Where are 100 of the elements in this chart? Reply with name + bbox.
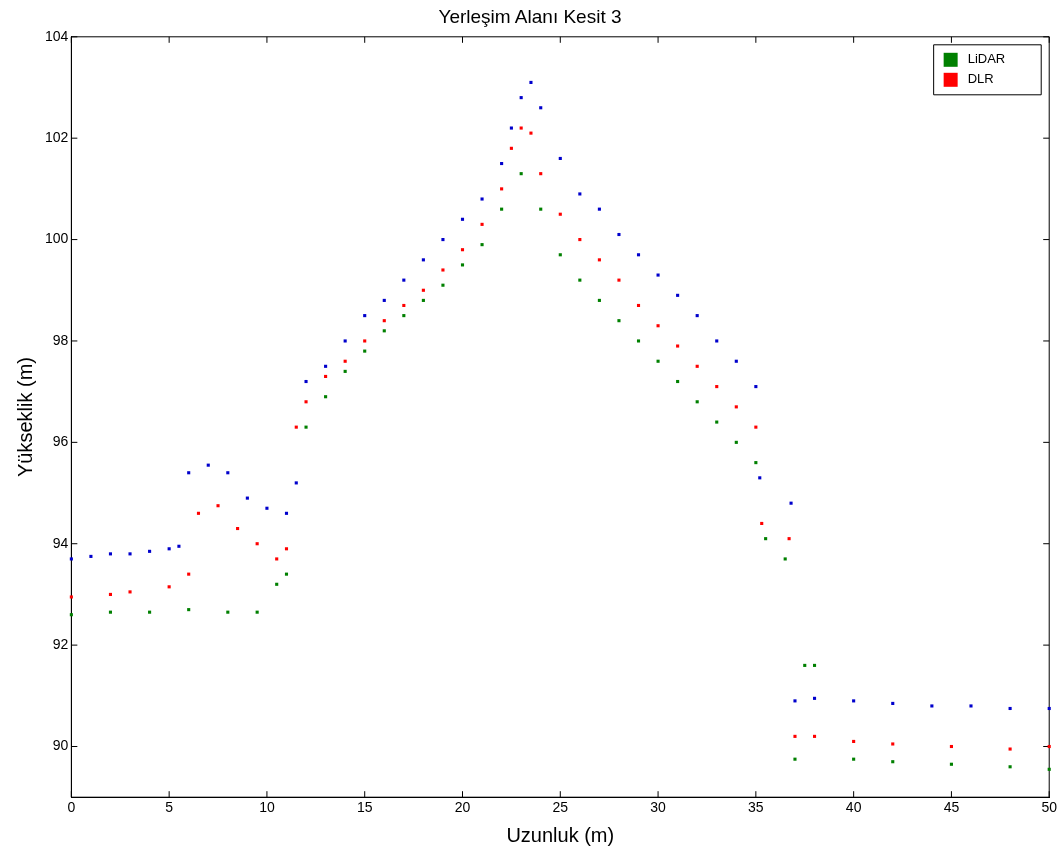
point	[480, 243, 484, 247]
point	[509, 146, 513, 150]
point	[891, 701, 895, 705]
point	[509, 126, 513, 130]
point	[128, 552, 132, 556]
y-tick-label: 92	[52, 635, 69, 652]
point	[382, 329, 386, 333]
point	[245, 496, 249, 500]
point	[558, 253, 562, 257]
point	[304, 379, 308, 384]
point	[421, 258, 425, 262]
point	[236, 526, 240, 531]
point	[695, 314, 699, 318]
point	[734, 359, 738, 363]
point	[793, 699, 797, 703]
point	[578, 192, 582, 196]
point	[558, 156, 562, 161]
point	[636, 303, 641, 308]
point	[789, 501, 793, 505]
x-tick-label: 25	[552, 799, 569, 816]
point	[402, 314, 406, 318]
x-tick-label: 30	[650, 799, 667, 816]
point	[949, 762, 953, 766]
point	[578, 278, 582, 282]
point	[764, 537, 768, 541]
point	[760, 521, 764, 526]
point	[695, 364, 699, 368]
point	[421, 298, 425, 302]
point	[275, 582, 279, 586]
point	[148, 610, 152, 614]
point	[500, 207, 504, 211]
point	[636, 253, 641, 257]
point	[265, 506, 269, 510]
point	[69, 613, 73, 617]
point	[891, 742, 895, 746]
x-tick-label: 5	[165, 799, 174, 816]
point	[1008, 765, 1012, 769]
point	[597, 207, 601, 211]
point	[402, 303, 406, 308]
chart-title: Yerleşim Alanı Kesit 3	[438, 5, 622, 27]
point	[480, 222, 484, 226]
point	[578, 238, 582, 242]
point	[187, 572, 191, 576]
point	[949, 744, 953, 749]
point	[783, 557, 787, 561]
point	[715, 385, 719, 389]
point	[363, 339, 367, 343]
point	[519, 172, 523, 176]
point	[177, 544, 181, 548]
legend-label: LiDAR	[967, 51, 1006, 67]
point	[803, 663, 807, 667]
point	[294, 425, 298, 429]
point	[363, 314, 367, 318]
point	[734, 440, 738, 444]
point	[597, 298, 601, 302]
point	[304, 400, 308, 404]
x-axis-title: Uzunluk (m)	[506, 823, 615, 846]
point	[676, 293, 680, 297]
x-tick-label: 10	[259, 799, 275, 816]
point	[754, 385, 758, 389]
point	[1008, 706, 1012, 711]
point	[460, 217, 465, 221]
y-tick-label: 94	[52, 534, 69, 551]
y-tick-label: 98	[52, 331, 69, 348]
point	[1047, 706, 1051, 711]
point	[284, 547, 289, 551]
point	[226, 610, 230, 614]
point	[480, 197, 484, 201]
point	[930, 704, 934, 708]
y-tick-label: 90	[52, 737, 69, 754]
point	[343, 369, 347, 373]
y-tick-label: 104	[45, 27, 69, 44]
point	[758, 476, 762, 480]
point	[382, 319, 386, 323]
point	[676, 379, 680, 384]
point	[460, 248, 465, 252]
point	[1008, 747, 1012, 751]
y-axis-title: Yükseklik (m)	[13, 356, 36, 478]
point	[539, 207, 543, 211]
x-tick-label: 15	[356, 799, 373, 816]
point	[167, 547, 171, 551]
point	[812, 734, 817, 738]
point	[148, 549, 152, 553]
point	[891, 760, 895, 764]
point	[324, 395, 328, 399]
point	[304, 425, 308, 429]
point	[69, 595, 73, 599]
point	[529, 80, 533, 84]
point	[969, 704, 973, 708]
point	[324, 374, 328, 378]
point	[294, 481, 298, 485]
point	[656, 324, 660, 328]
point	[108, 592, 113, 596]
point	[617, 319, 621, 323]
point	[441, 268, 445, 272]
point	[852, 739, 856, 743]
point	[617, 232, 621, 237]
point	[284, 572, 289, 576]
point	[1047, 767, 1051, 771]
point	[529, 131, 533, 135]
